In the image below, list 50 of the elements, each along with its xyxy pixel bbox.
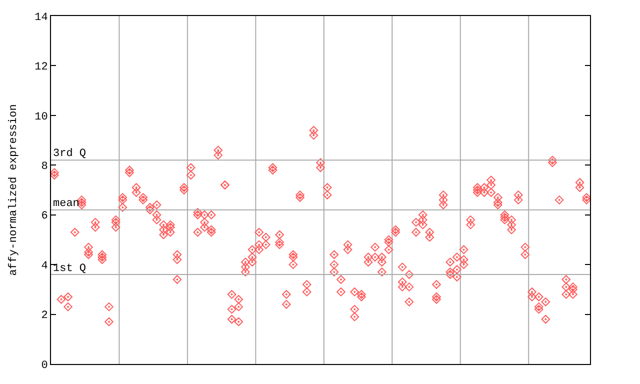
ref-line-label: 1st Q: [53, 263, 86, 275]
point: [418, 220, 428, 230]
point: [193, 228, 202, 237]
point: [84, 250, 93, 260]
point: [98, 255, 107, 264]
point: [438, 200, 448, 210]
point: [493, 200, 502, 210]
ref-line-label: 3rd Q: [53, 148, 86, 160]
point: [288, 260, 298, 269]
point: [534, 304, 544, 314]
y-tick-label: 8: [41, 160, 48, 173]
y-tick-label: 12: [34, 62, 48, 74]
point: [384, 245, 394, 254]
point: [172, 275, 182, 284]
y-tick-label: 0: [41, 360, 48, 372]
point: [404, 297, 414, 306]
point: [159, 230, 168, 240]
y-tick-label: 6: [41, 210, 48, 223]
y-tick-label: 14: [34, 12, 48, 24]
point: [398, 282, 407, 292]
point: [241, 268, 250, 276]
point: [562, 290, 571, 299]
y-axis-title: affy-normalized expression: [8, 104, 20, 276]
y-tick-label: 2: [41, 310, 48, 322]
y-tick-label: 4: [41, 260, 48, 272]
point: [118, 203, 128, 212]
point: [166, 228, 175, 237]
point: [500, 215, 510, 224]
point: [111, 222, 120, 232]
point: [432, 294, 441, 304]
point: [459, 260, 468, 269]
point: [330, 268, 339, 276]
point: [350, 312, 360, 322]
point: [275, 240, 284, 250]
point: [486, 188, 496, 197]
point: [248, 258, 257, 266]
point: [227, 314, 236, 324]
point: [452, 272, 462, 282]
point: [234, 317, 244, 326]
point: [473, 188, 482, 197]
point: [507, 225, 516, 234]
point: [568, 290, 578, 299]
y-tick-label: 10: [34, 111, 48, 124]
point: [254, 245, 264, 254]
point: [206, 228, 216, 237]
point: [152, 215, 162, 224]
point: [378, 268, 386, 276]
ref-line-label: mean: [53, 198, 80, 210]
point: [200, 222, 209, 232]
point: [446, 270, 455, 279]
